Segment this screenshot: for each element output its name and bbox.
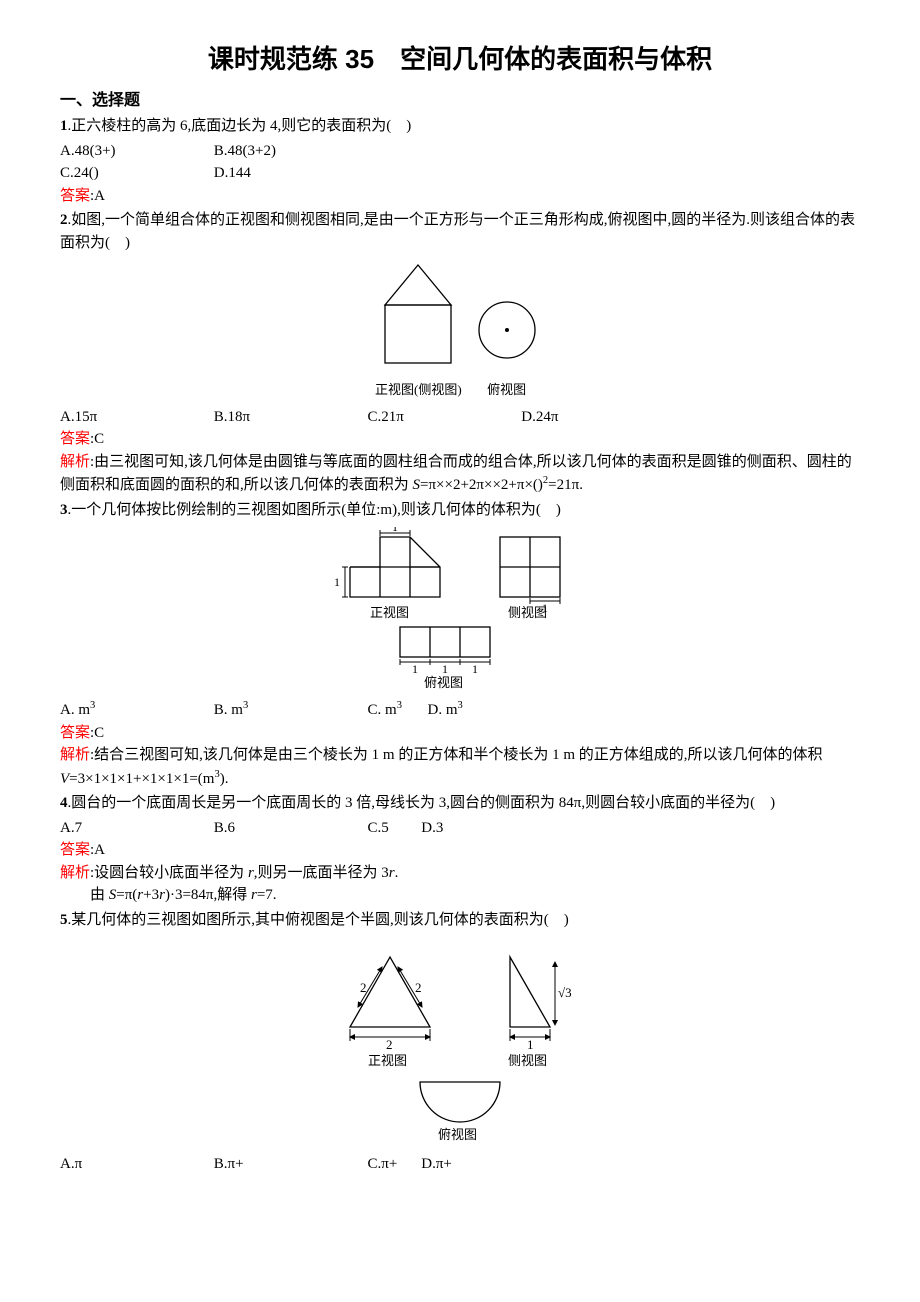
q2-B: B.18π bbox=[214, 406, 364, 429]
q5-C: C.π+ bbox=[368, 1153, 418, 1176]
q1-stem: .正六棱柱的高为 6,底面边长为 4,则它的表面积为( ) bbox=[68, 118, 412, 134]
q3-answer: 答案:C bbox=[60, 722, 860, 745]
question-2: 2.如图,一个简单组合体的正视图和侧视图相同,是由一个正方形与一个正三角形构成,… bbox=[60, 209, 860, 254]
q2-C: C.21π bbox=[368, 406, 518, 429]
q3-D: D. m3 bbox=[428, 698, 578, 722]
q4-choices: A.7 B.6 C.5 D.3 bbox=[60, 817, 860, 840]
q2-choices: A.15π B.18π C.21π D.24π bbox=[60, 406, 860, 429]
q1-C: C.24() bbox=[60, 162, 210, 185]
q4-D: D.3 bbox=[421, 817, 571, 840]
q2-D: D.24π bbox=[521, 406, 671, 429]
q2-caption-front: 正视图(侧视图) bbox=[373, 380, 463, 400]
q4-exp1: :设圆台较小底面半径为 r,则另一底面半径为 3r. bbox=[90, 865, 398, 881]
q3-exp2: V=3×1×1×1+×1×1×1=(m3). bbox=[60, 771, 228, 787]
q2-figure: 正视图(侧视图) 俯视图 bbox=[60, 260, 860, 400]
q2-A: A.15π bbox=[60, 406, 210, 429]
svg-text:1: 1 bbox=[442, 662, 448, 676]
q5-stem: .某几何体的三视图如图所示,其中俯视图是个半圆,则该几何体的表面积为( ) bbox=[68, 912, 569, 928]
q5-D: D.π+ bbox=[421, 1153, 571, 1176]
answer-label: 答案 bbox=[60, 431, 90, 447]
q2-num: 2 bbox=[60, 212, 68, 228]
q2-ans: :C bbox=[90, 431, 104, 447]
question-3: 3.一个几何体按比例绘制的三视图如图所示(单位:m),则该几何体的体积为( ) bbox=[60, 499, 860, 522]
q1-num: 1 bbox=[60, 118, 68, 134]
q5-top-view: 俯视图 bbox=[400, 1067, 520, 1147]
question-4: 4.圆台的一个底面周长是另一个底面周长的 3 倍,母线长为 3,圆台的侧面积为 … bbox=[60, 792, 860, 815]
q3-C: C. m3 bbox=[368, 698, 428, 722]
q3-ans: :C bbox=[90, 725, 104, 741]
section-heading: 一、选择题 bbox=[60, 89, 860, 113]
q3-num: 3 bbox=[60, 502, 68, 518]
answer-label: 答案 bbox=[60, 188, 90, 204]
q2-top-view bbox=[467, 260, 547, 380]
q1-D: D.144 bbox=[214, 162, 364, 185]
q3-exp1: :结合三视图可知,该几何体是由三个棱长为 1 m 的正方体和半个棱长为 1 m … bbox=[90, 747, 823, 763]
q3-top-view: 1 1 1 俯视图 bbox=[370, 622, 550, 692]
exp-label: 解析 bbox=[60, 747, 90, 763]
question-5: 5.某几何体的三视图如图所示,其中俯视图是个半圆,则该几何体的表面积为( ) bbox=[60, 909, 860, 932]
q4-stem: .圆台的一个底面周长是另一个底面周长的 3 倍,母线长为 3,圆台的侧面积为 8… bbox=[68, 795, 776, 811]
svg-text:1: 1 bbox=[527, 1037, 534, 1052]
q4-A: A.7 bbox=[60, 817, 210, 840]
q3-A: A. m3 bbox=[60, 698, 210, 722]
svg-text:2: 2 bbox=[360, 980, 367, 995]
q1-choices2: C.24() D.144 bbox=[60, 162, 860, 185]
q2-answer: 答案:C bbox=[60, 428, 860, 451]
q3-figure: 1 1 正视图 1 侧视图 bbox=[60, 527, 860, 692]
q1-A: A.48(3+) bbox=[60, 140, 210, 163]
svg-text:侧视图: 侧视图 bbox=[508, 605, 547, 620]
q5-B: B.π+ bbox=[214, 1153, 364, 1176]
svg-text:俯视图: 俯视图 bbox=[438, 1127, 477, 1142]
q1-B: B.48(3+2) bbox=[214, 140, 364, 163]
svg-text:2: 2 bbox=[386, 1037, 393, 1052]
q2-stem: .如图,一个简单组合体的正视图和侧视图相同,是由一个正方形与一个正三角形构成,俯… bbox=[60, 212, 855, 251]
svg-text:侧视图: 侧视图 bbox=[508, 1053, 547, 1067]
page-title: 课时规范练 35 空间几何体的表面积与体积 bbox=[60, 40, 860, 79]
q5-num: 5 bbox=[60, 912, 68, 928]
q2-front-view bbox=[373, 260, 463, 380]
q4-exp2: 由 S=π(r+3r)·3=84π,解得 r=7. bbox=[60, 884, 860, 907]
q2-explanation: 解析:由三视图可知,该几何体是由圆锥与等底面的圆柱组合而成的组合体,所以该几何体… bbox=[60, 451, 860, 497]
q4-ans: :A bbox=[90, 842, 105, 858]
q3-explanation: 解析:结合三视图可知,该几何体是由三个棱长为 1 m 的正方体和半个棱长为 1 … bbox=[60, 744, 860, 790]
answer-label: 答案 bbox=[60, 725, 90, 741]
exp-label: 解析 bbox=[60, 454, 90, 470]
q4-C: C.5 bbox=[368, 817, 418, 840]
q4-explanation: 解析:设圆台较小底面半径为 r,则另一底面半径为 3r. bbox=[60, 862, 860, 885]
q5-A: A.π bbox=[60, 1153, 210, 1176]
q5-choices: A.π B.π+ C.π+ D.π+ bbox=[60, 1153, 860, 1176]
svg-text:正视图: 正视图 bbox=[368, 1053, 407, 1067]
q3-stem: .一个几何体按比例绘制的三视图如图所示(单位:m),则该几何体的体积为( ) bbox=[68, 502, 561, 518]
answer-label: 答案 bbox=[60, 842, 90, 858]
q3-front-side: 1 1 正视图 1 侧视图 bbox=[330, 527, 590, 622]
svg-text:俯视图: 俯视图 bbox=[424, 675, 463, 690]
q2-exp2: S=π××2+2π××2+π×()2=21π. bbox=[413, 477, 583, 493]
q2-caption-top: 俯视图 bbox=[467, 380, 547, 400]
q1-ans: :A bbox=[90, 188, 105, 204]
q1-answer: 答案:A bbox=[60, 185, 860, 208]
q3-choices: A. m3 B. m3 C. m3D. m3 bbox=[60, 698, 860, 722]
svg-text:1: 1 bbox=[334, 575, 340, 589]
q1-choices: A.48(3+) B.48(3+2) bbox=[60, 140, 860, 163]
svg-text:正视图: 正视图 bbox=[370, 605, 409, 620]
exp-label: 解析 bbox=[60, 865, 90, 881]
svg-text:2: 2 bbox=[415, 980, 422, 995]
q4-answer: 答案:A bbox=[60, 839, 860, 862]
question-1: 1.正六棱柱的高为 6,底面边长为 4,则它的表面积为( ) bbox=[60, 115, 860, 138]
svg-text:√3: √3 bbox=[558, 985, 572, 1000]
svg-text:1: 1 bbox=[412, 662, 418, 676]
q5-figure: 2 2 2 正视图 √3 1 侧视图 俯视图 bbox=[60, 937, 860, 1147]
q4-B: B.6 bbox=[214, 817, 364, 840]
svg-text:1: 1 bbox=[392, 527, 398, 534]
q4-num: 4 bbox=[60, 795, 68, 811]
q5-front-side: 2 2 2 正视图 √3 1 侧视图 bbox=[320, 937, 600, 1067]
svg-text:1: 1 bbox=[472, 662, 478, 676]
q3-B: B. m3 bbox=[214, 698, 364, 722]
